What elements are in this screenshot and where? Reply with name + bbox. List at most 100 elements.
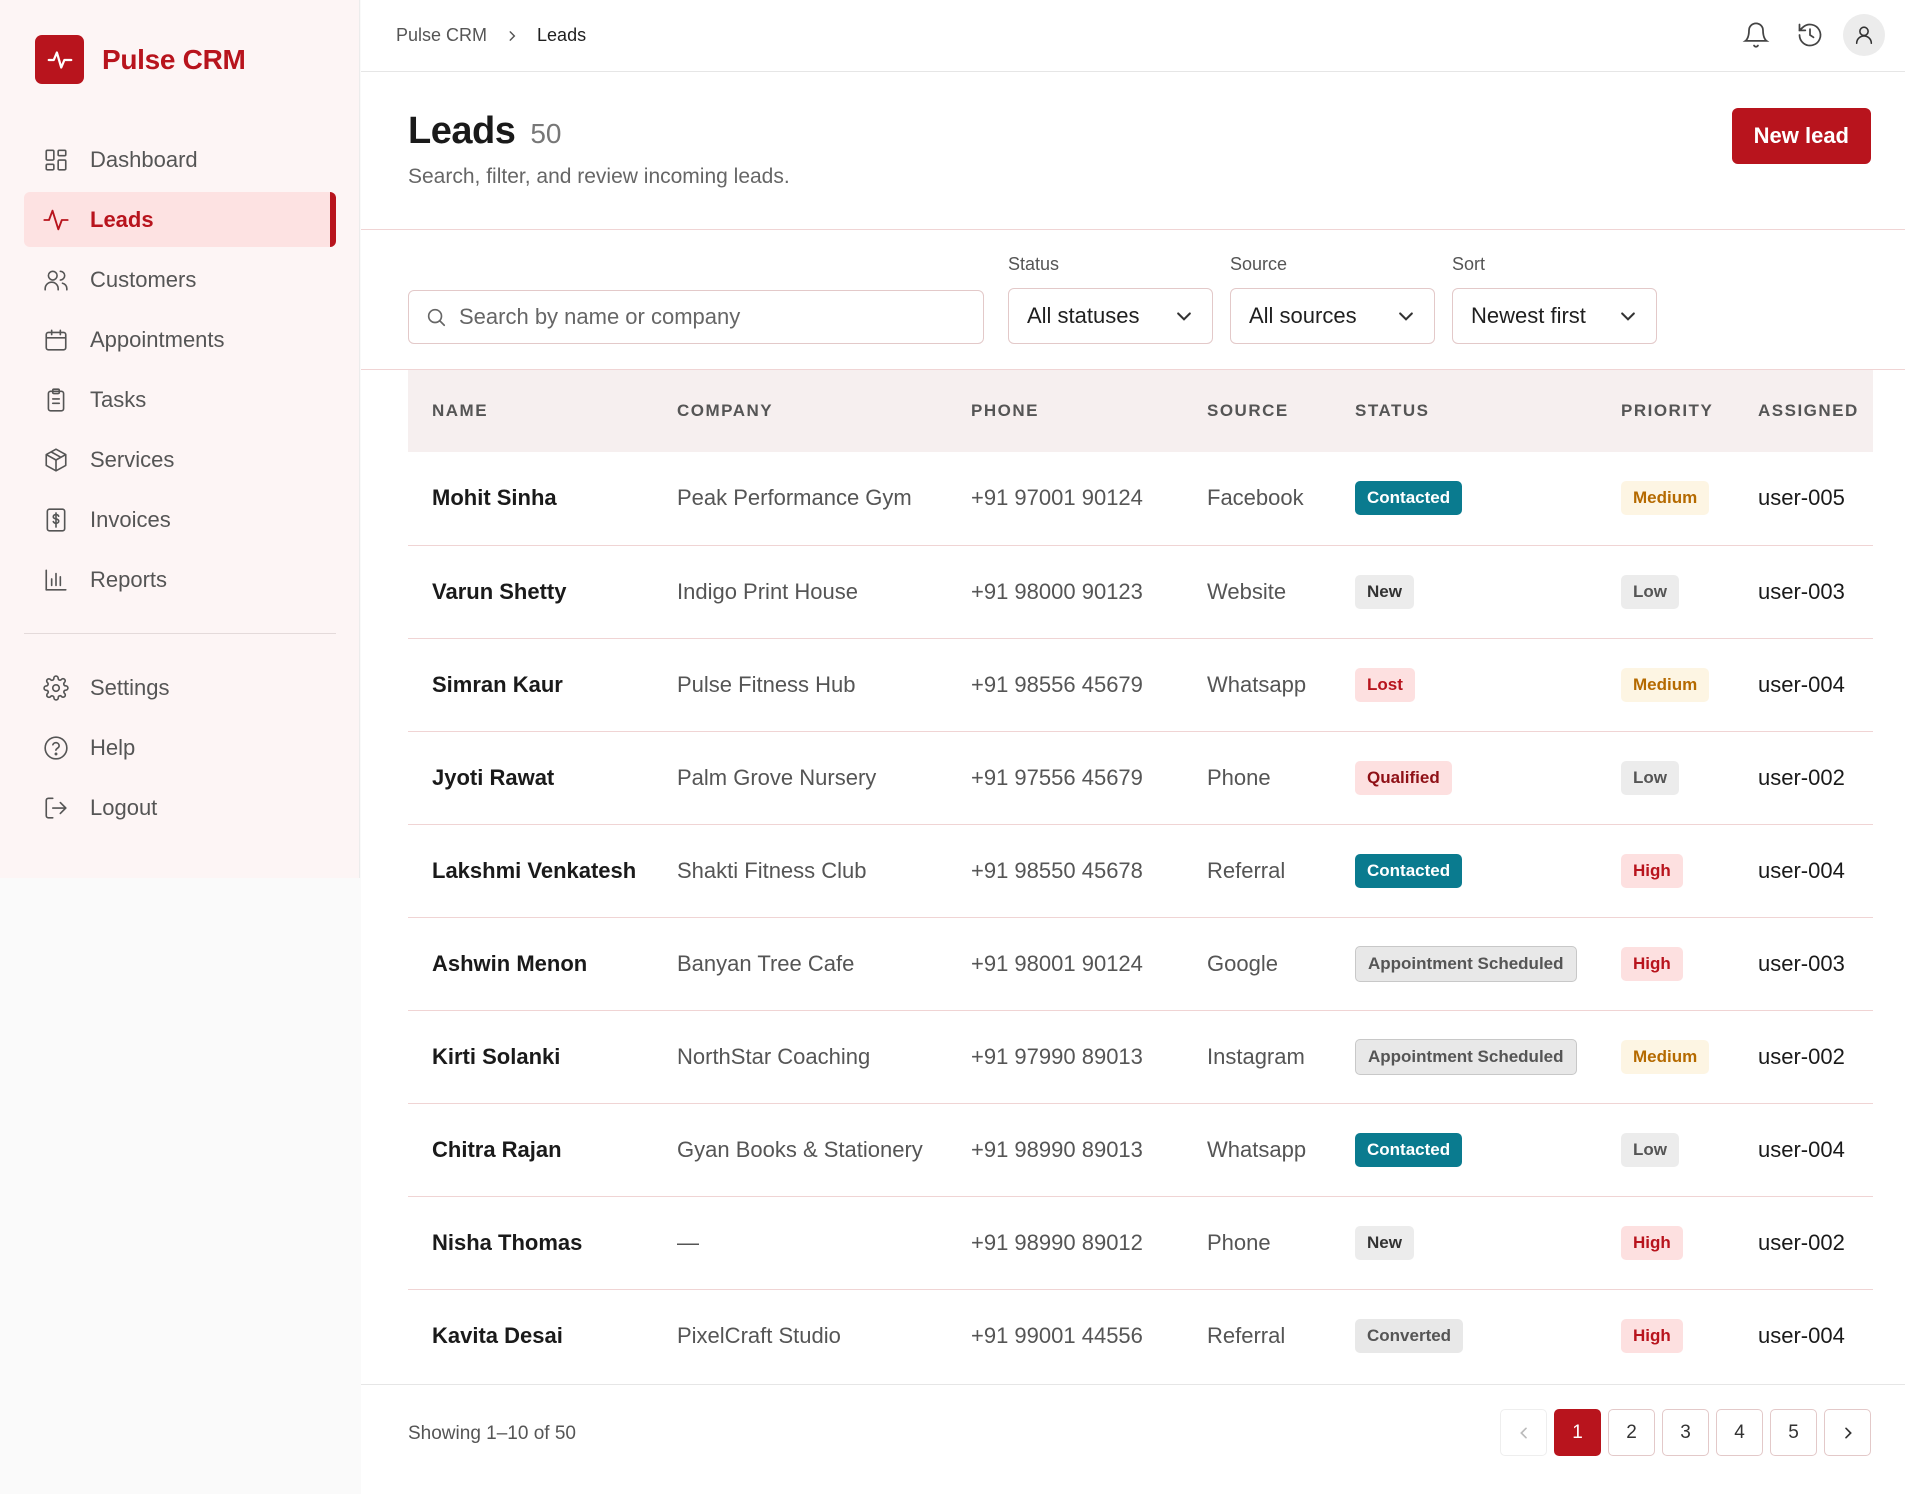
page-button-5[interactable]: 5 [1770, 1409, 1817, 1456]
sidebar-item-invoices[interactable]: Invoices [24, 492, 336, 547]
lead-phone: +91 98000 90123 [971, 578, 1143, 604]
grid-icon [42, 146, 70, 174]
table-row[interactable]: Chitra Rajan Gyan Books & Stationery +91 9… [408, 1103, 1873, 1196]
status-badge: Converted [1355, 1318, 1464, 1353]
column-header-source[interactable]: SOURCE [1207, 401, 1289, 420]
chevron-left-icon [1516, 1425, 1532, 1441]
sidebar-item-help[interactable]: Help [24, 720, 336, 775]
user-avatar-icon[interactable] [1843, 14, 1885, 56]
priority-badge: High [1621, 946, 1683, 981]
chevron-down-icon [1618, 306, 1638, 326]
sort-filter: Sort Newest first [1452, 254, 1657, 344]
lead-company: Pulse Fitness Hub [677, 671, 856, 697]
search-input[interactable] [459, 304, 959, 330]
table-row[interactable]: Varun Shetty Indigo Print House +91 98000 … [408, 545, 1873, 638]
lead-company: Palm Grove Nursery [677, 764, 877, 790]
priority-badge: Medium [1621, 1039, 1710, 1074]
status-filter-label: Status [1008, 254, 1060, 274]
sidebar-item-label: Leads [90, 206, 154, 232]
table-row[interactable]: Kirti Solanki NorthStar Coaching +91 97990… [408, 1010, 1873, 1103]
lead-name[interactable]: Lakshmi Venkatesh [432, 857, 637, 883]
table-footer: Showing 1–10 of 50 1 2 3 4 5 [361, 1384, 1905, 1483]
sidebar-item-logout[interactable]: Logout [24, 780, 336, 835]
filter-bar: Status All statuses Source All sources S… [361, 230, 1905, 370]
lead-priority-cell: Low [1597, 731, 1734, 824]
table-row[interactable]: Kavita Desai PixelCraft Studio +91 99001 4… [408, 1289, 1873, 1382]
lead-assigned: user-003 [1758, 950, 1845, 976]
priority-badge: High [1621, 1225, 1683, 1260]
page-button-1[interactable]: 1 [1554, 1409, 1601, 1456]
table-row[interactable]: Nisha Thomas — +91 98990 89012 Phone New High… [408, 1196, 1873, 1289]
status-badge: Appointment Scheduled [1355, 1038, 1577, 1075]
table-row[interactable]: Jyoti Rawat Palm Grove Nursery +91 97556 4… [408, 731, 1873, 824]
lead-status-cell: Contacted [1331, 824, 1597, 917]
lead-source: Referral [1207, 1322, 1286, 1348]
sidebar-item-appointments[interactable]: Appointments [24, 312, 336, 367]
new-lead-button[interactable]: New lead [1731, 108, 1871, 164]
lead-company: Indigo Print House [677, 578, 858, 604]
leads-count: 50 [530, 118, 562, 149]
page-button-3[interactable]: 3 [1662, 1409, 1709, 1456]
column-header-phone[interactable]: PHONE [971, 401, 1039, 420]
lead-name[interactable]: Simran Kaur [432, 671, 563, 697]
priority-badge: Low [1621, 760, 1679, 795]
sidebar-item-leads[interactable]: Leads [24, 192, 336, 247]
page-button-4[interactable]: 4 [1716, 1409, 1763, 1456]
sort-select[interactable]: Newest first [1452, 288, 1657, 344]
page-button-2[interactable]: 2 [1608, 1409, 1655, 1456]
sidebar-item-settings[interactable]: Settings [24, 660, 336, 715]
lead-status-cell: Appointment Scheduled [1331, 1010, 1597, 1103]
status-badge: Appointment Scheduled [1355, 945, 1577, 982]
lead-name[interactable]: Kavita Desai [432, 1322, 563, 1348]
lead-source: Whatsapp [1207, 1136, 1307, 1162]
table-row[interactable]: Mohit Sinha Peak Performance Gym +91 97001… [408, 452, 1873, 545]
breadcrumb-root[interactable]: Pulse CRM [396, 25, 488, 45]
lead-name[interactable]: Ashwin Menon [432, 950, 588, 976]
sidebar-item-reports[interactable]: Reports [24, 552, 336, 607]
lead-name[interactable]: Kirti Solanki [432, 1043, 561, 1069]
pagination-summary: Showing 1–10 of 50 [408, 1423, 576, 1444]
lead-phone: +91 98990 89013 [971, 1136, 1143, 1162]
column-header-priority[interactable]: PRIORITY [1621, 401, 1714, 420]
column-header-company[interactable]: COMPANY [677, 401, 774, 420]
sidebar-item-services[interactable]: Services [24, 432, 336, 487]
column-header-name[interactable]: NAME [432, 401, 489, 420]
breadcrumb-current: Leads [537, 25, 587, 45]
next-page-button[interactable] [1824, 1409, 1871, 1456]
prev-page-button[interactable] [1500, 1409, 1547, 1456]
status-select[interactable]: All statuses [1008, 288, 1213, 344]
history-icon[interactable] [1789, 14, 1831, 56]
brand[interactable]: Pulse CRM [35, 35, 246, 84]
sidebar-item-customers[interactable]: Customers [24, 252, 336, 307]
column-header-status[interactable]: STATUS [1355, 401, 1430, 420]
lead-name[interactable]: Varun Shetty [432, 578, 567, 604]
lead-assigned: user-002 [1758, 764, 1845, 790]
table-row[interactable]: Simran Kaur Pulse Fitness Hub +91 98556 45… [408, 638, 1873, 731]
lead-name[interactable]: Nisha Thomas [432, 1229, 583, 1255]
lead-name[interactable]: Jyoti Rawat [432, 764, 555, 790]
lead-company: NorthStar Coaching [677, 1043, 871, 1069]
lead-name[interactable]: Chitra Rajan [432, 1136, 562, 1162]
column-header-assigned[interactable]: ASSIGNED [1758, 401, 1859, 420]
search-field[interactable] [408, 290, 984, 344]
status-badge: Contacted [1355, 1132, 1463, 1167]
priority-badge: Low [1621, 1132, 1679, 1167]
lead-status-cell: Contacted [1331, 452, 1597, 545]
sidebar-item-label: Dashboard [90, 146, 198, 172]
source-filter-label: Source [1230, 254, 1288, 274]
lead-assigned: user-004 [1758, 1136, 1845, 1162]
sidebar-nav: Dashboard Leads Customers Appointments T… [24, 132, 336, 840]
sidebar-item-tasks[interactable]: Tasks [24, 372, 336, 427]
source-select[interactable]: All sources [1230, 288, 1435, 344]
lead-status-cell: Qualified [1331, 731, 1597, 824]
lead-priority-cell: Medium [1597, 1010, 1734, 1103]
sidebar-item-dashboard[interactable]: Dashboard [24, 132, 336, 187]
table-row[interactable]: Lakshmi Venkatesh Shakti Fitness Club +91 … [408, 824, 1873, 917]
lead-source: Instagram [1207, 1043, 1305, 1069]
lead-assigned: user-002 [1758, 1229, 1845, 1255]
lead-company: — [677, 1229, 699, 1255]
bell-icon[interactable] [1735, 14, 1777, 56]
lead-status-cell: Contacted [1331, 1103, 1597, 1196]
lead-name[interactable]: Mohit Sinha [432, 485, 557, 511]
table-row[interactable]: Ashwin Menon Banyan Tree Cafe +91 98001 90… [408, 917, 1873, 1010]
